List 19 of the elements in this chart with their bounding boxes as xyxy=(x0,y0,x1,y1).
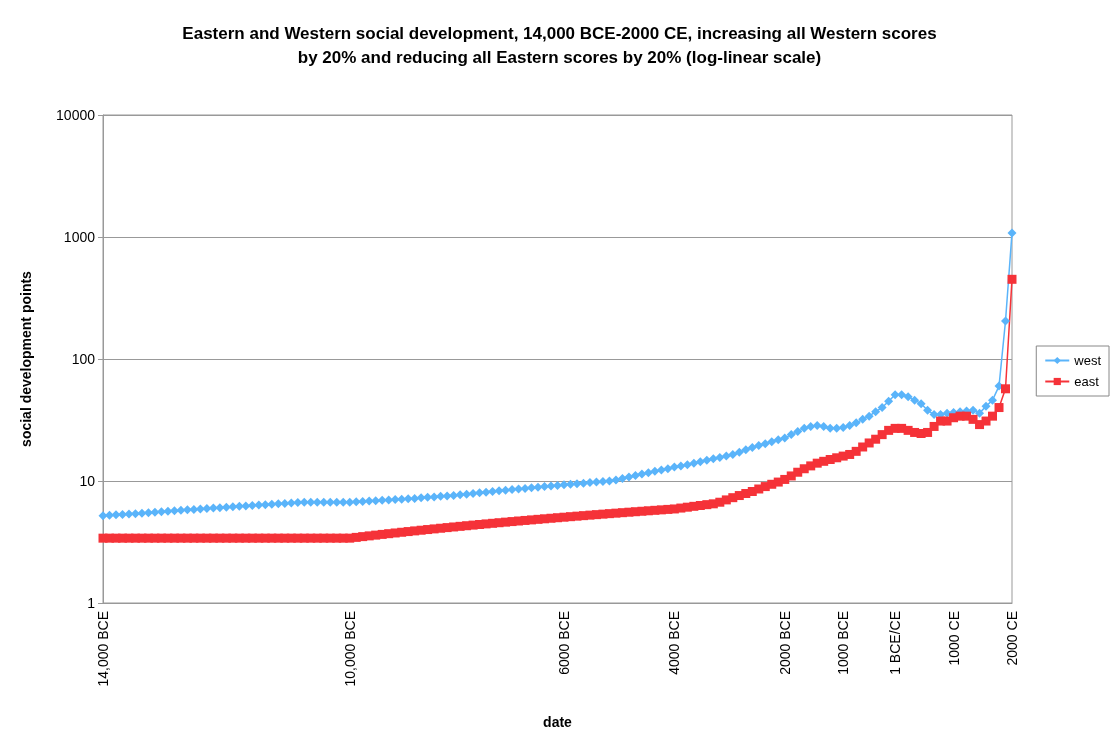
x-tick-label: 1000 CE xyxy=(945,611,962,666)
legend-label: west xyxy=(1073,353,1102,368)
y-tick-label: 1000 xyxy=(63,229,96,245)
x-tick-label: 4000 BCE xyxy=(666,611,683,675)
x-tick-label: 1000 BCE xyxy=(835,611,852,675)
y-tick-label: 10 xyxy=(79,473,96,489)
y-axis-title: social development points xyxy=(18,270,34,447)
chart-title: Eastern and Western social development, 14,000 BCE-2000 CE, increasing all Western scores by 20% and reducing all Eastern scores by 20% (log-linear scale) xyxy=(182,23,937,67)
x-tick-label: 2000 CE xyxy=(1004,611,1020,666)
y-tick-label: 1 xyxy=(87,595,96,611)
legend-label: east xyxy=(1074,374,1100,389)
x-tick-label: 1 BCE/CE xyxy=(887,611,904,675)
x-axis-title: date xyxy=(543,714,573,730)
y-tick-label: 100 xyxy=(71,351,96,367)
x-tick-label: 6000 BCE xyxy=(555,611,572,675)
x-tick-label: 10,000 BCE xyxy=(341,611,358,687)
y-tick-label: 10000 xyxy=(56,107,96,123)
x-tick-label: 14,000 BCE xyxy=(95,611,111,687)
x-tick-label: 2000 BCE xyxy=(776,611,793,675)
